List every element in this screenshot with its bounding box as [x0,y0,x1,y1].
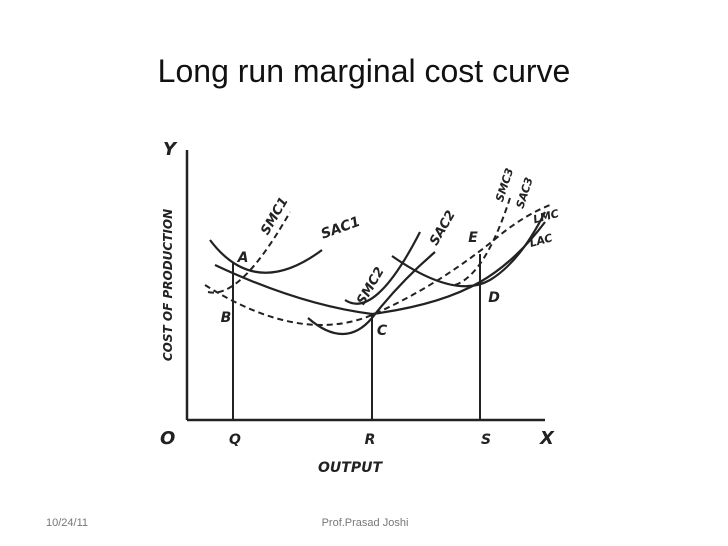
footer-date: 10/24/11 [46,517,88,529]
curve-label: SAC3 [514,175,536,210]
point-label: B [221,310,232,326]
diagram-labels: Y X O COST OF PRODUCTION OUTPUT Q R S A … [160,139,560,476]
title: Long run marginal cost curve [158,53,571,89]
curve-label: LAC [528,231,554,250]
point-label: C [377,323,388,339]
smc3-curve [454,197,511,286]
smc2-curve [344,231,421,305]
point-label: D [488,290,500,306]
lmc-curve [204,204,551,326]
x-mark: Q [229,432,241,448]
origin-label: O [160,428,175,449]
axis-letter: Y [163,139,178,160]
axis-letter: X [539,428,555,449]
point-label: A [237,250,249,266]
smc1-curve [207,211,291,294]
lac-curve [214,221,546,316]
point-label: E [468,230,478,246]
x-mark: S [481,432,491,448]
x-axis-label: OUTPUT [318,460,383,476]
curve-label: SMC3 [493,166,516,203]
x-mark: R [365,432,376,448]
curve-label: SAC2 [427,208,459,248]
curve-label: SAC1 [319,214,363,243]
sac1-curve [209,239,323,274]
curve-label: SMC2 [354,265,387,308]
sac3-curve [391,211,546,288]
curve-label: LMC [532,207,561,226]
y-axis-label: COST OF PRODUCTION [161,209,175,361]
footer-author: Prof.Prasad Joshi [322,517,409,529]
diagram [185,150,551,422]
